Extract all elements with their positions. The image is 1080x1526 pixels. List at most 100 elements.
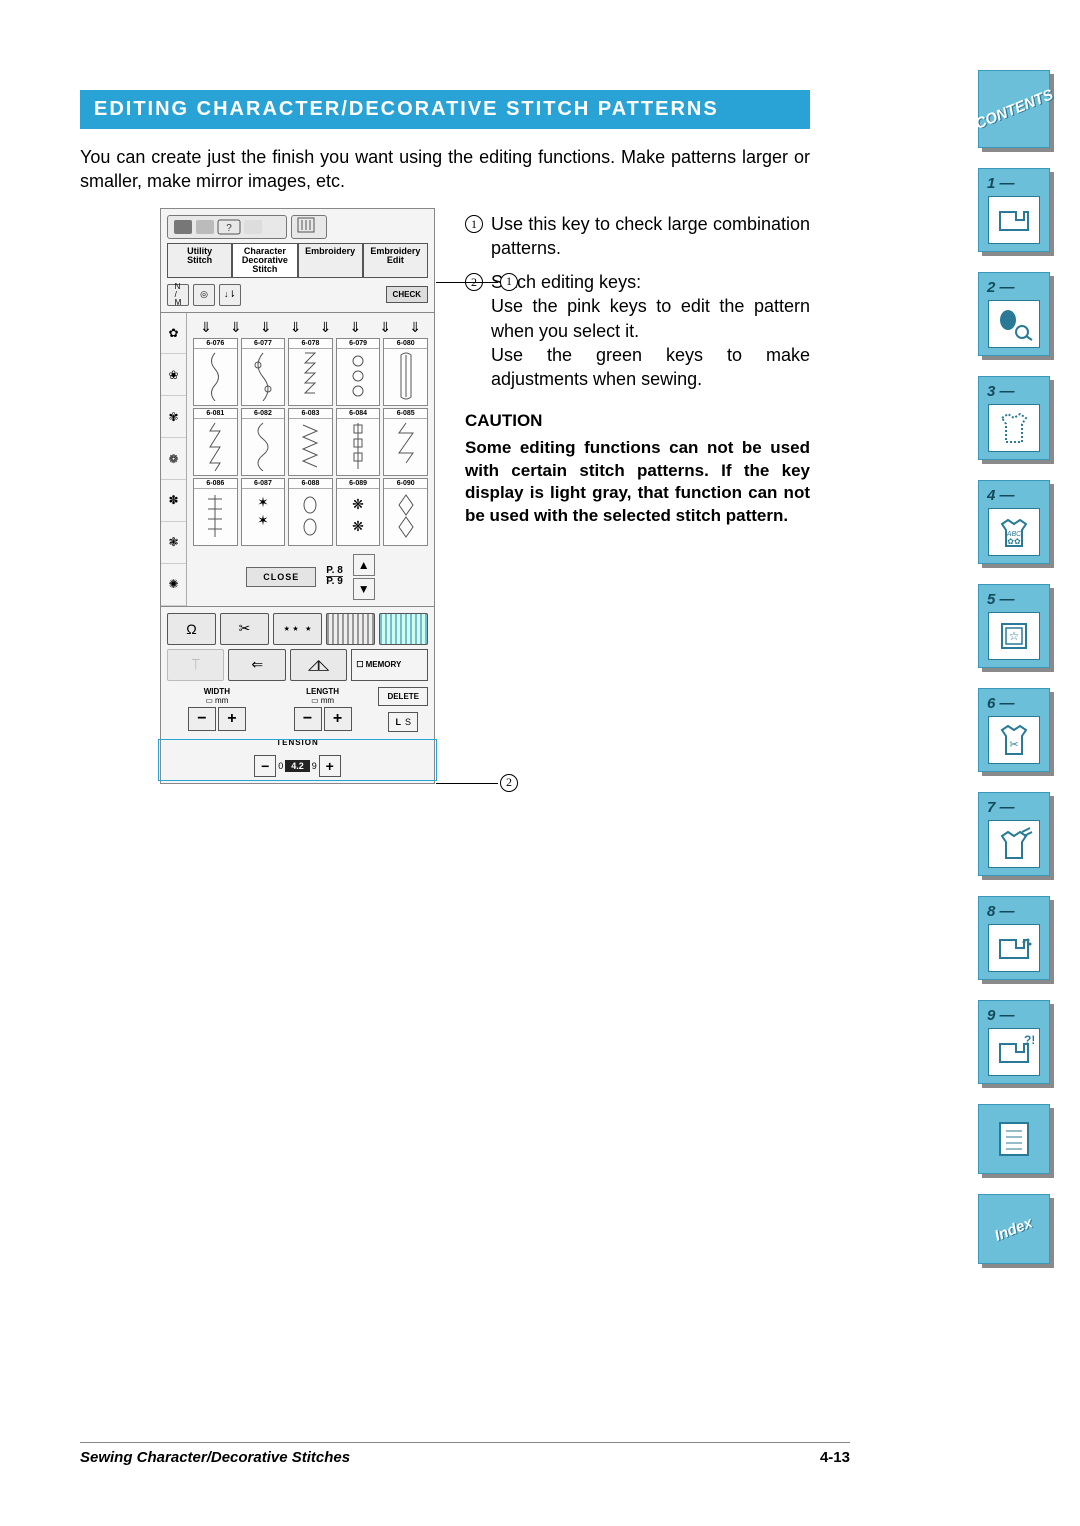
ls-button[interactable]: LS bbox=[388, 712, 418, 732]
width-length-row: WIDTH ▭mm − + LENGTH ▭mm − bbox=[167, 687, 428, 732]
p-6-079[interactable]: 6-079 bbox=[336, 338, 381, 406]
machine-dots-icon bbox=[988, 924, 1040, 972]
tab-3[interactable]: 3 — bbox=[978, 376, 1050, 460]
svg-text:✶: ✶ bbox=[257, 512, 269, 528]
length-plus[interactable]: + bbox=[324, 707, 352, 731]
size-button[interactable]: ◿◺ bbox=[290, 649, 347, 681]
close-row: CLOSE P. 8 P. 9 ▲ ▼ bbox=[193, 548, 428, 606]
return-button[interactable]: ⇐ bbox=[228, 649, 285, 681]
p-6-084[interactable]: 6-084 bbox=[336, 408, 381, 476]
item-2-line2: Use the green keys to make adjustments w… bbox=[491, 343, 810, 392]
p-6-090[interactable]: 6-090 bbox=[383, 478, 428, 546]
abc-shirt-icon: ABC✿✿ bbox=[988, 508, 1040, 556]
memory-button[interactable]: ☐ MEMORY bbox=[351, 649, 428, 681]
delete-button[interactable]: DELETE bbox=[378, 687, 428, 706]
page: EDITING CHARACTER/DECORATIVE STITCH PATT… bbox=[0, 0, 870, 834]
trim-button[interactable]: ✂ bbox=[220, 613, 269, 645]
thread-icon[interactable]: ↓⇂ bbox=[219, 284, 241, 306]
sidebar: CONTENTS 1 — 2 — 3 — 4 — ABC✿✿ 5 — ☆ 6 —… bbox=[978, 70, 1060, 1264]
footer-page: 4-13 bbox=[820, 1449, 850, 1466]
mirror-v-button[interactable]: Ω bbox=[167, 613, 216, 645]
close-button[interactable]: CLOSE bbox=[246, 567, 316, 587]
cat-5[interactable]: ✽ bbox=[161, 480, 186, 522]
p-6-085[interactable]: 6-085 bbox=[383, 408, 428, 476]
tab-utility[interactable]: Utility Stitch bbox=[167, 243, 232, 278]
tab-char-deco[interactable]: Character Decorative Stitch bbox=[232, 243, 297, 278]
p-6-083[interactable]: 6-083 bbox=[288, 408, 333, 476]
cat-4[interactable]: ❁ bbox=[161, 438, 186, 480]
item-1-num: 1 bbox=[465, 215, 483, 233]
width-plus[interactable]: + bbox=[218, 707, 246, 731]
tension-controls: − 0 4.2 9 + bbox=[167, 755, 428, 777]
machine-icon bbox=[988, 196, 1040, 244]
svg-text:✶: ✶ bbox=[257, 494, 269, 510]
p-6-087[interactable]: 6-087✶✶ bbox=[241, 478, 286, 546]
item-1-text: Use this key to check large combination … bbox=[491, 212, 810, 261]
density-button[interactable] bbox=[326, 613, 375, 645]
tab-8[interactable]: 8 — bbox=[978, 896, 1050, 980]
p-6-076[interactable]: 6-076 bbox=[193, 338, 238, 406]
page-indicator: P. 8 P. 9 bbox=[326, 566, 343, 587]
repeat-button[interactable]: ⋆⋆ ⋆ bbox=[273, 613, 322, 645]
tension-value: 4.2 bbox=[285, 760, 310, 772]
needle-row: ⇓⇓⇓⇓⇓⇓⇓⇓ bbox=[193, 319, 428, 336]
tab-2[interactable]: 2 — bbox=[978, 272, 1050, 356]
caution-body: Some editing functions can not be used w… bbox=[465, 437, 810, 529]
tab-7[interactable]: 7 — bbox=[978, 792, 1050, 876]
screen-top: ? Utility Stitch Character Decorative St… bbox=[161, 209, 434, 278]
tab-embroidery[interactable]: Embroidery bbox=[298, 243, 363, 278]
tension-minus[interactable]: − bbox=[254, 755, 276, 777]
page-up[interactable]: ▲ bbox=[353, 554, 375, 576]
tab-6[interactable]: 6 — ✂ bbox=[978, 688, 1050, 772]
notes-icon bbox=[988, 1115, 1040, 1163]
tab-1[interactable]: 1 — bbox=[978, 168, 1050, 252]
tab-5[interactable]: 5 — ☆ bbox=[978, 584, 1050, 668]
callout-2-line bbox=[436, 783, 498, 784]
presser-foot-icons[interactable]: ? bbox=[167, 215, 287, 239]
callout-1-num: 1 bbox=[500, 273, 518, 291]
svg-text:❋: ❋ bbox=[352, 518, 364, 534]
mirror-h-button[interactable]: ⟙ bbox=[167, 649, 224, 681]
content-row: 1 2 ? Utility Stitch Cha bbox=[80, 208, 810, 784]
toolbar-row: N / M ◎ ↓⇂ CHECK bbox=[161, 278, 434, 313]
tab-9[interactable]: 9 — ?! bbox=[978, 1000, 1050, 1084]
embroidery-frame-icon: ☆ bbox=[988, 612, 1040, 660]
callout-1-line bbox=[436, 282, 498, 283]
tab-emb-edit[interactable]: Embroidery Edit bbox=[363, 243, 428, 278]
tab-notes[interactable] bbox=[978, 1104, 1050, 1174]
p-6-080[interactable]: 6-080 bbox=[383, 338, 428, 406]
category-strip: ✿ ❀ ✾ ❁ ✽ ❃ ✺ bbox=[161, 313, 187, 606]
p-6-088[interactable]: 6-088 bbox=[288, 478, 333, 546]
check-button[interactable]: CHECK bbox=[386, 286, 428, 303]
thread-icon bbox=[988, 300, 1040, 348]
p-6-082[interactable]: 6-082 bbox=[241, 408, 286, 476]
screen-wrap: 1 2 ? Utility Stitch Cha bbox=[160, 208, 435, 784]
nm-box: N / M bbox=[167, 284, 189, 306]
p-6-081[interactable]: 6-081 bbox=[193, 408, 238, 476]
width-minus[interactable]: − bbox=[188, 707, 216, 731]
length-minus[interactable]: − bbox=[294, 707, 322, 731]
edit-row-b: ⟙ ⇐ ◿◺ ☐ MEMORY bbox=[167, 649, 428, 681]
cat-2[interactable]: ❀ bbox=[161, 354, 186, 396]
tab-contents[interactable]: CONTENTS bbox=[978, 70, 1050, 148]
tab-4[interactable]: 4 — ABC✿✿ bbox=[978, 480, 1050, 564]
lcd-screen: ? Utility Stitch Character Decorative St… bbox=[160, 208, 435, 784]
p-6-078[interactable]: 6-078 bbox=[288, 338, 333, 406]
cat-7[interactable]: ✺ bbox=[161, 564, 186, 606]
p-6-077[interactable]: 6-077 bbox=[241, 338, 286, 406]
shirt-tools-icon bbox=[988, 820, 1040, 868]
svg-text:?: ? bbox=[226, 223, 232, 234]
item-2-title: Stitch editing keys: bbox=[491, 270, 810, 294]
preview-icon[interactable]: ◎ bbox=[193, 284, 215, 306]
tension-plus[interactable]: + bbox=[319, 755, 341, 777]
cat-1[interactable]: ✿ bbox=[161, 313, 186, 355]
page-down[interactable]: ▼ bbox=[353, 578, 375, 600]
p-6-086[interactable]: 6-086 bbox=[193, 478, 238, 546]
density-green-button[interactable] bbox=[379, 613, 428, 645]
top-icons: ? bbox=[167, 215, 428, 239]
p-6-089[interactable]: 6-089❋❋ bbox=[336, 478, 381, 546]
settings-icon[interactable] bbox=[291, 215, 327, 239]
tab-index[interactable]: Index bbox=[978, 1194, 1050, 1264]
cat-6[interactable]: ❃ bbox=[161, 522, 186, 564]
cat-3[interactable]: ✾ bbox=[161, 396, 186, 438]
